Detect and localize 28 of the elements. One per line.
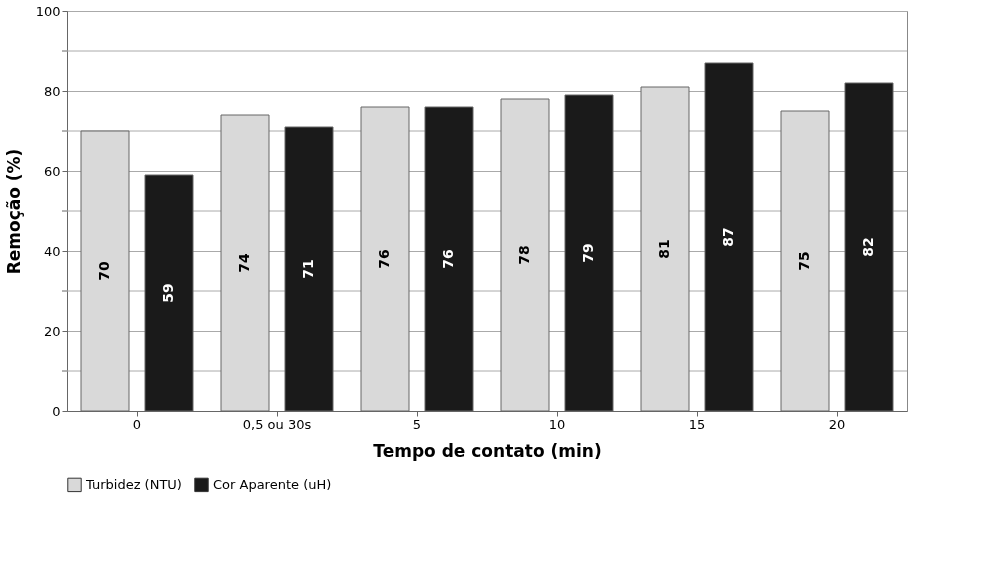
data-label: 78	[516, 245, 532, 265]
y-tick-label: 0	[52, 403, 61, 419]
x-tick-label: 15	[688, 416, 706, 432]
x-axis-title: Tempo de contato (min)	[373, 440, 602, 461]
data-label: 87	[720, 227, 736, 247]
data-label: 74	[236, 253, 252, 273]
data-label: 75	[796, 251, 812, 271]
legend-label: Turbidez (NTU)	[85, 476, 182, 492]
x-tick-label: 5	[412, 416, 422, 432]
x-tick-label: 0	[132, 416, 142, 432]
legend-label: Cor Aparente (uH)	[213, 476, 332, 492]
data-label: 59	[160, 283, 176, 303]
x-tick-label: 20	[828, 416, 846, 432]
data-label: 76	[376, 249, 392, 269]
y-tick-label: 80	[43, 83, 61, 99]
data-label: 81	[656, 239, 672, 259]
x-tick-label: 10	[548, 416, 566, 432]
y-tick-label: 40	[43, 243, 61, 259]
data-label: 79	[580, 243, 596, 263]
y-axis-title: Remoção (%)	[3, 148, 24, 275]
data-label: 71	[300, 259, 316, 279]
data-label: 82	[860, 237, 876, 257]
y-tick-label: 100	[35, 3, 61, 19]
y-tick-label: 60	[43, 163, 61, 179]
y-tick-label: 20	[43, 323, 61, 339]
data-label: 76	[440, 249, 456, 269]
x-tick-label: 0,5 ou 30s	[242, 416, 312, 432]
data-label: 70	[96, 261, 112, 281]
